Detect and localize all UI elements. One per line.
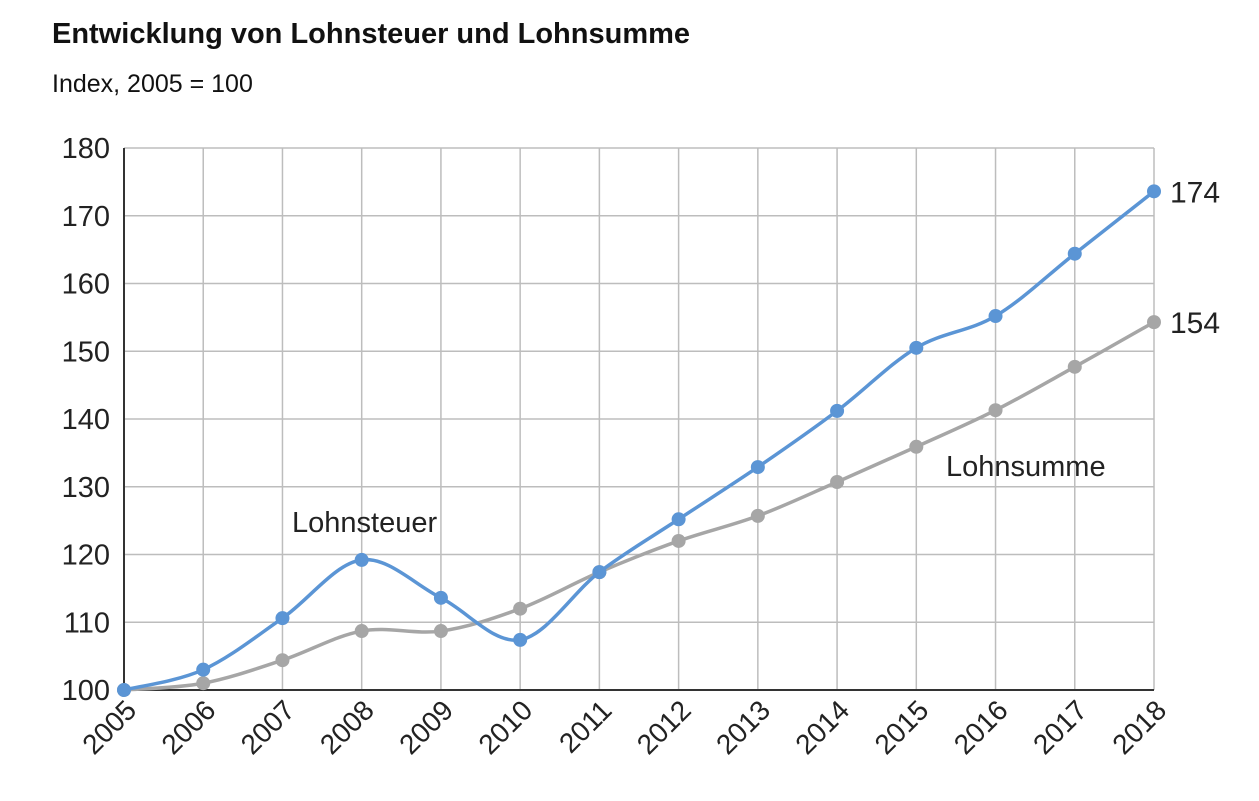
x-tick-label: 2006 xyxy=(156,694,222,760)
y-tick-label: 170 xyxy=(62,201,110,233)
y-tick-label: 150 xyxy=(62,336,110,368)
y-tick-label: 140 xyxy=(62,404,110,436)
data-point xyxy=(1147,184,1161,199)
x-tick-label: 2008 xyxy=(314,694,380,760)
x-tick-label: 2013 xyxy=(710,694,776,760)
data-point xyxy=(513,601,528,616)
x-tick-label: 2011 xyxy=(553,694,618,759)
data-point xyxy=(1067,359,1082,374)
data-point xyxy=(592,565,607,580)
data-point xyxy=(750,508,765,523)
x-tick-label: 2007 xyxy=(235,694,301,760)
x-tick-label: 2009 xyxy=(393,694,459,760)
data-point xyxy=(196,662,211,677)
data-point xyxy=(433,624,448,639)
data-point xyxy=(275,611,290,626)
data-point xyxy=(117,683,131,697)
chart-subtitle: Index, 2005 = 100 xyxy=(52,70,253,98)
data-point xyxy=(671,512,686,527)
y-tick-label: 110 xyxy=(64,607,110,639)
x-tick-label: 2010 xyxy=(472,694,538,760)
series-label-lohnsumme: Lohnsumme xyxy=(946,451,1106,483)
chart-title: Entwicklung von Lohnsteuer und Lohnsumme xyxy=(52,18,691,50)
x-tick-label: 2014 xyxy=(789,694,855,760)
data-point xyxy=(196,676,211,691)
data-point xyxy=(671,533,686,548)
y-tick-label: 130 xyxy=(62,472,110,504)
data-point xyxy=(1147,315,1161,330)
data-point xyxy=(513,632,528,647)
x-tick-label: 2012 xyxy=(631,694,697,760)
data-point xyxy=(275,653,290,668)
data-point xyxy=(909,340,924,355)
end-value-label: 174 xyxy=(1170,176,1220,209)
data-point xyxy=(354,624,369,639)
series-label-lohnsteuer: Lohnsteuer xyxy=(292,507,437,539)
x-tick-label: 2015 xyxy=(869,694,935,760)
x-tick-label: 2017 xyxy=(1027,694,1093,760)
x-tick-label: 2016 xyxy=(948,694,1014,760)
data-point xyxy=(830,475,845,490)
y-tick-label: 180 xyxy=(62,133,110,165)
data-point xyxy=(909,439,924,454)
data-point xyxy=(433,590,448,605)
end-value-label: 154 xyxy=(1170,307,1220,340)
x-tick-label: 2018 xyxy=(1106,694,1172,760)
series-line-lohnsumme xyxy=(123,320,1155,692)
data-point xyxy=(988,309,1003,324)
data-point xyxy=(1067,246,1082,261)
data-point xyxy=(354,552,369,567)
data-point xyxy=(830,403,845,418)
y-tick-label: 100 xyxy=(62,675,110,707)
y-tick-label: 160 xyxy=(62,269,110,301)
data-point xyxy=(988,403,1003,418)
y-tick-label: 120 xyxy=(62,540,110,572)
data-point xyxy=(750,460,765,475)
